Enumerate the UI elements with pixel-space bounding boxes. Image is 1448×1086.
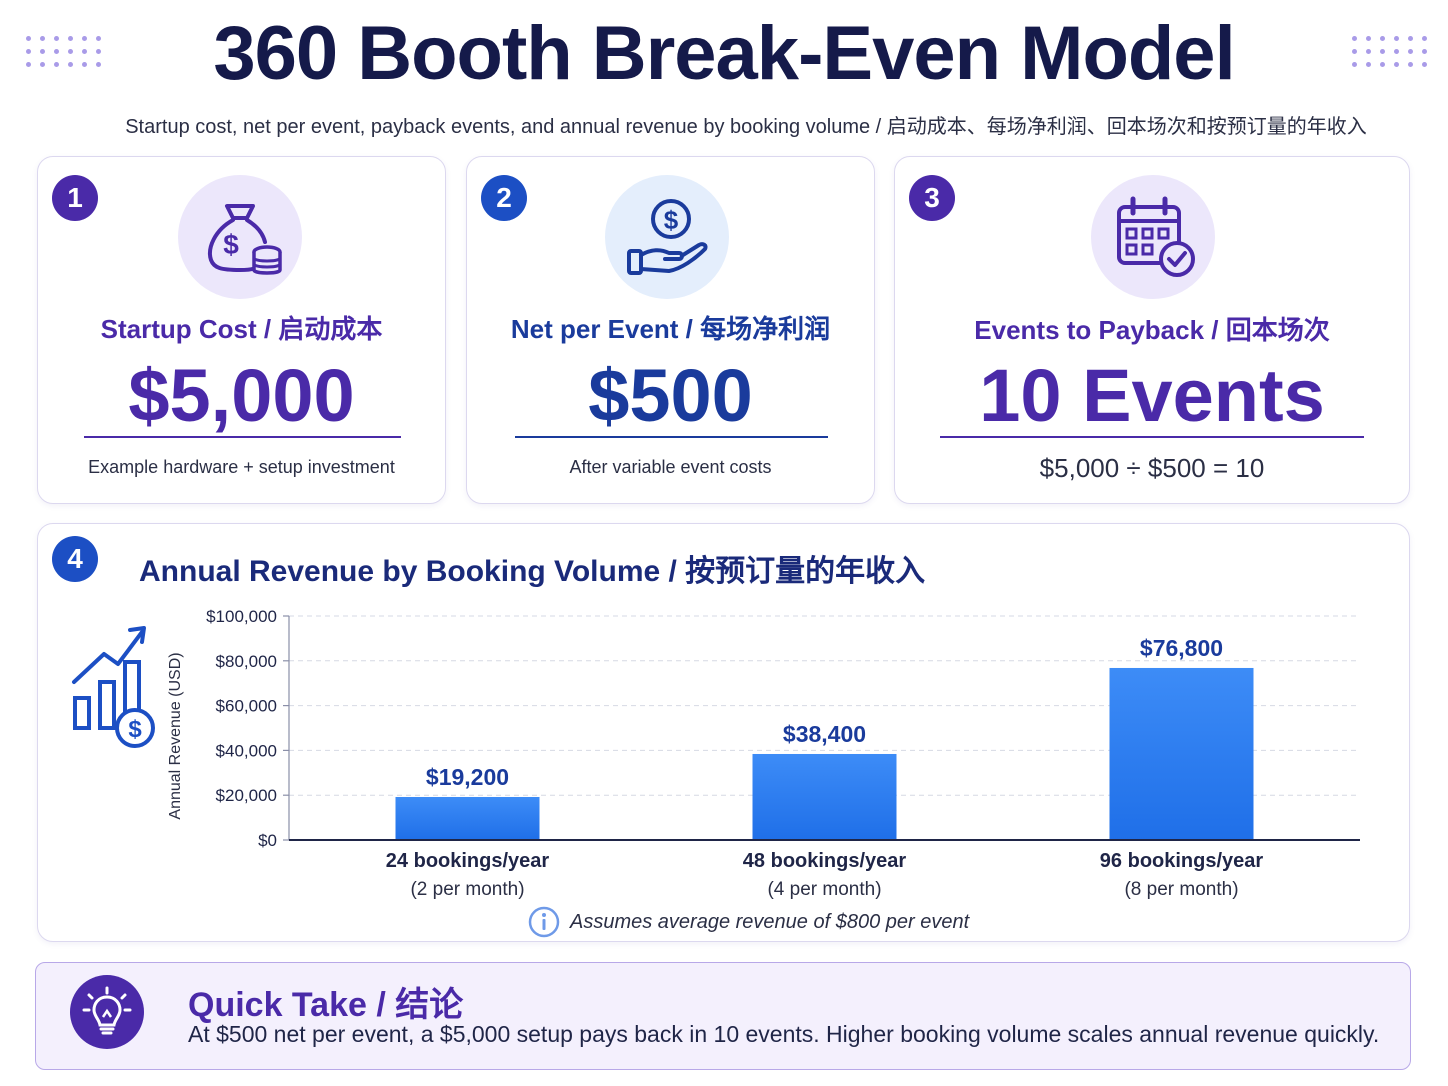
startup-cost-card: 1 $ Startup Cost / 启动成本 $5,000 Example h… (37, 156, 446, 504)
decorative-dots-right (1352, 36, 1428, 67)
card-divider (940, 436, 1364, 438)
calendar-check-icon (1091, 175, 1215, 299)
growth-chart-icon: $ (72, 626, 155, 748)
info-icon (528, 906, 560, 938)
events-to-payback-card: 3 Events to Payback / 回本场次 10 Events $5,… (894, 156, 1410, 504)
step-badge-2: 2 (481, 175, 527, 221)
y-tick-label: $20,000 (216, 786, 277, 805)
bar (1109, 667, 1254, 840)
bar-value-label: $19,200 (426, 764, 509, 790)
x-subcategory-label: (8 per month) (1124, 879, 1238, 900)
card-divider (84, 436, 401, 438)
page-title: 360 Booth Break-Even Model (213, 11, 1235, 96)
decorative-dots-left (26, 36, 102, 67)
y-tick-label: $80,000 (216, 652, 277, 671)
bar-value-label: $76,800 (1140, 635, 1223, 661)
quick-take-text: At $500 net per event, a $5,000 setup pa… (188, 1021, 1380, 1047)
x-subcategory-label: (4 per month) (767, 879, 881, 900)
card-formula: $5,000 ÷ $500 = 10 (1039, 453, 1265, 483)
card-value: $500 (588, 354, 753, 437)
card-value: 10 Events (979, 354, 1325, 437)
lightbulb-icon (70, 975, 144, 1049)
chart-heading: Annual Revenue by Booking Volume / 按预订量的… (139, 555, 926, 588)
bar (395, 796, 540, 840)
step-badge-4: 4 (52, 536, 98, 582)
card-label: Events to Payback / 回本场次 (974, 315, 1330, 345)
svg-text:$: $ (128, 716, 142, 743)
bar-value-label: $38,400 (783, 721, 866, 747)
card-divider (515, 436, 828, 438)
card-note: After variable event costs (569, 457, 772, 477)
hand-dollar-icon: $ (605, 175, 729, 299)
y-tick-label: $40,000 (216, 741, 277, 760)
y-tick-label: $100,000 (206, 607, 277, 626)
card-label: Net per Event / 每场净利润 (510, 314, 831, 344)
card-note: Example hardware + setup investment (88, 457, 395, 477)
svg-text:$: $ (223, 229, 239, 260)
y-axis-label: Annual Revenue (USD) (167, 652, 184, 819)
x-subcategory-label: (2 per month) (410, 879, 524, 900)
bar (752, 753, 897, 840)
assumption-note: Assumes average revenue of $800 per even… (528, 906, 969, 938)
assumption-text: Assumes average revenue of $800 per even… (570, 910, 970, 933)
page-subtitle: Startup cost, net per event, payback eve… (125, 116, 1367, 138)
money-bag-icon: $ (178, 175, 302, 299)
bar-chart: $ Annual Revenue (USD) $19,200 $38,400 $76… (72, 607, 1360, 900)
quick-take-title: Quick Take / 结论 (188, 986, 464, 1024)
y-tick-label: $60,000 (216, 697, 277, 716)
step-badge-1: 1 (52, 175, 98, 221)
annual-revenue-chart-card: 4 Annual Revenue by Booking Volume / 按预订… (37, 523, 1410, 942)
x-category-label: 48 bookings/year (743, 850, 907, 872)
x-category-label: 24 bookings/year (386, 850, 550, 872)
card-value: $5,000 (128, 354, 355, 437)
step-badge-3: 3 (909, 175, 955, 221)
net-per-event-card: 2 $ Net per Event / 每场净利润 $500 After var… (466, 156, 875, 504)
svg-text:$: $ (664, 205, 679, 235)
card-label: Startup Cost / 启动成本 (100, 314, 383, 344)
quick-take-panel: Quick Take / 结论 At $500 net per event, a… (35, 962, 1411, 1070)
y-tick-label: $0 (258, 831, 277, 850)
x-category-label: 96 bookings/year (1100, 850, 1264, 872)
